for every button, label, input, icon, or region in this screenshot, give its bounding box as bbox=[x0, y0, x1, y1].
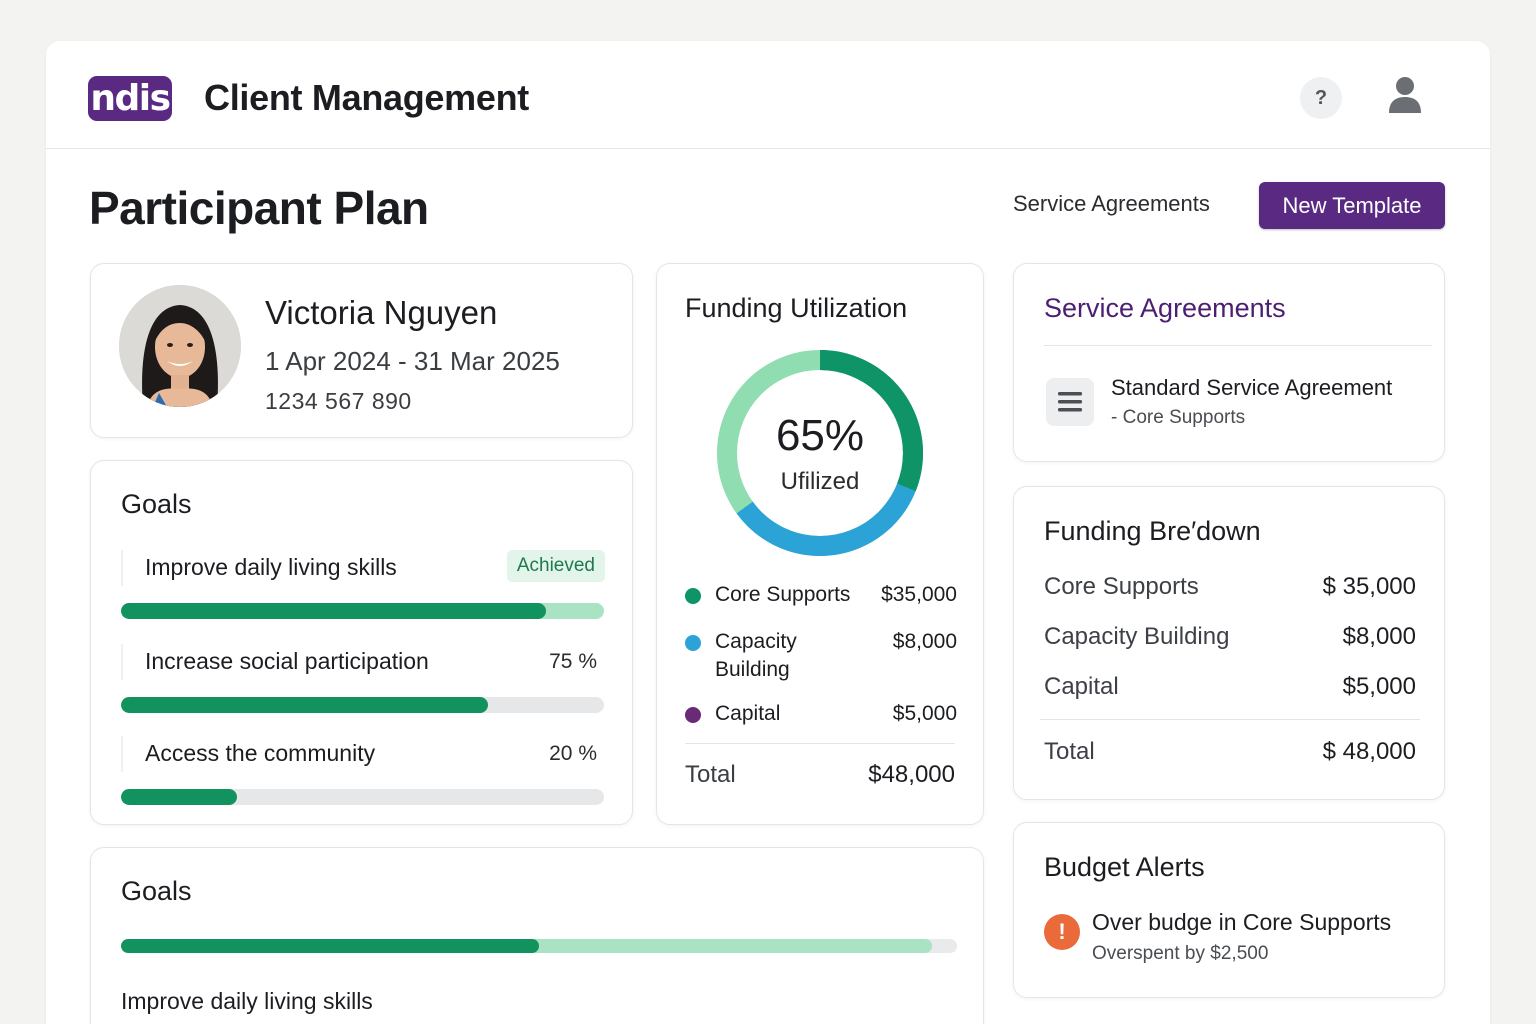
service-agreements-link[interactable]: Service Agreements bbox=[1013, 191, 1210, 216]
alert-message[interactable]: Over budge in Core Supports bbox=[1092, 909, 1392, 935]
funding-breakdown-title: Funding Bre′down bbox=[1044, 516, 1261, 546]
legend-name: Core Supports bbox=[715, 583, 851, 606]
goal-progress-fill bbox=[121, 697, 489, 713]
document-icon[interactable] bbox=[1046, 378, 1094, 426]
ndis-logo[interactable]: ndis bbox=[88, 76, 172, 121]
utilization-percent: 65% bbox=[776, 411, 864, 460]
warning-icon: ! bbox=[1044, 914, 1080, 950]
breakdown-value: $5,000 bbox=[1342, 673, 1416, 700]
goal-label: Increase social participation bbox=[145, 648, 429, 674]
goal-percent: 75 % bbox=[549, 650, 597, 673]
utilization-label: Ufilized bbox=[781, 468, 860, 495]
goal-item[interactable]: Increase social participation 75 % bbox=[121, 644, 605, 714]
goals-summary-card: Goals Improve daily living skills bbox=[90, 847, 984, 1024]
goals-title: Goals bbox=[121, 489, 192, 519]
breakdown-row: Core Supports $ 35,000 bbox=[1044, 573, 1416, 603]
agreement-category: - Core Supports bbox=[1111, 407, 1246, 428]
breakdown-total-row: Total $ 48,000 bbox=[1044, 738, 1416, 768]
ndis-number: 1234 567 890 bbox=[265, 388, 412, 414]
breakdown-row: Capital $5,000 bbox=[1044, 673, 1416, 703]
app-window: ndis Client Management ? Participant Pla… bbox=[46, 41, 1490, 1024]
legend-item: Capital $5,000 bbox=[685, 700, 957, 728]
breakdown-label: Capacity Building bbox=[1044, 623, 1230, 650]
goal-label: Improve daily living skills bbox=[145, 554, 397, 580]
goal-marker bbox=[121, 550, 123, 586]
avatar bbox=[119, 285, 241, 407]
legend-name: Capacity Building bbox=[715, 630, 797, 681]
legend-value: $35,000 bbox=[881, 583, 957, 606]
total-value: $ 48,000 bbox=[1322, 738, 1416, 765]
goals-progress-bar bbox=[121, 939, 957, 953]
legend-dot bbox=[685, 635, 701, 651]
funding-utilization-card: Funding Utilization 65% Ufilized Core Su… bbox=[656, 263, 984, 825]
breakdown-value: $8,000 bbox=[1342, 623, 1416, 650]
participant-name: Victoria Nguyen bbox=[265, 294, 498, 331]
legend-item: Capacity Building $8,000 bbox=[685, 628, 957, 684]
legend-name: Capital bbox=[715, 702, 781, 725]
top-bar: ndis Client Management ? bbox=[46, 41, 1490, 149]
legend-dot bbox=[685, 707, 701, 723]
goals-card: Goals Improve daily living skills Achiev… bbox=[90, 460, 633, 825]
breakdown-value: $ 35,000 bbox=[1322, 573, 1416, 600]
goal-progress-fill bbox=[121, 603, 547, 619]
total-label: Total bbox=[1044, 738, 1095, 765]
user-icon[interactable] bbox=[1386, 75, 1424, 117]
participant-card: Victoria Nguyen 1 Apr 2024 - 31 Mar 2025… bbox=[90, 263, 633, 438]
total-value: $48,000 bbox=[868, 761, 955, 788]
app-title: Client Management bbox=[204, 77, 529, 118]
budget-alerts-title: Budget Alerts bbox=[1044, 852, 1205, 882]
breakdown-row: Capacity Building $8,000 bbox=[1044, 623, 1416, 653]
divider bbox=[685, 743, 955, 744]
service-agreements-title: Service Agreements bbox=[1044, 293, 1286, 323]
status-badge: Achieved bbox=[506, 550, 605, 582]
page-title: Participant Plan bbox=[89, 182, 429, 234]
legend-dot bbox=[685, 588, 701, 604]
goals-title: Goals bbox=[121, 876, 192, 906]
breakdown-label: Capital bbox=[1044, 673, 1119, 700]
goal-item[interactable]: Access the community 20 % bbox=[121, 736, 605, 806]
utilization-donut: 65% Ufilized bbox=[717, 350, 923, 556]
agreement-name[interactable]: Standard Service Agreement bbox=[1111, 375, 1393, 400]
goal-label: Improve daily living skills bbox=[121, 988, 373, 1014]
legend-value: $5,000 bbox=[892, 702, 957, 725]
divider bbox=[1044, 345, 1432, 346]
goal-progress-bar bbox=[121, 603, 604, 619]
divider bbox=[1040, 719, 1420, 720]
goal-label: Access the community bbox=[145, 740, 376, 766]
total-label: Total bbox=[685, 761, 736, 788]
goal-marker bbox=[121, 736, 123, 772]
new-template-button[interactable]: New Template bbox=[1259, 182, 1445, 229]
legend-item: Core Supports $35,000 bbox=[685, 581, 957, 609]
service-agreements-card: Service Agreements Standard Service Agre… bbox=[1013, 263, 1445, 462]
plan-dates: 1 Apr 2024 - 31 Mar 2025 bbox=[265, 346, 560, 376]
goal-progress-bar bbox=[121, 697, 604, 713]
help-icon[interactable]: ? bbox=[1300, 77, 1342, 119]
goal-marker bbox=[121, 644, 123, 680]
funding-breakdown-card: Funding Bre′down Core Supports $ 35,000 … bbox=[1013, 486, 1445, 800]
legend-value: $8,000 bbox=[892, 630, 957, 653]
goal-item[interactable]: Improve daily living skills Achieved bbox=[121, 550, 605, 620]
breakdown-label: Core Supports bbox=[1044, 573, 1199, 600]
progress-primary bbox=[121, 939, 539, 953]
budget-alerts-card: Budget Alerts ! Over budge in Core Suppo… bbox=[1013, 822, 1445, 998]
funding-utilization-title: Funding Utilization bbox=[685, 293, 908, 323]
goal-progress-bar bbox=[121, 789, 604, 805]
goal-percent: 20 % bbox=[549, 742, 597, 765]
ring-core bbox=[717, 350, 923, 556]
alert-detail: Overspent by $2,500 bbox=[1092, 943, 1269, 964]
goal-progress-fill bbox=[121, 789, 237, 805]
